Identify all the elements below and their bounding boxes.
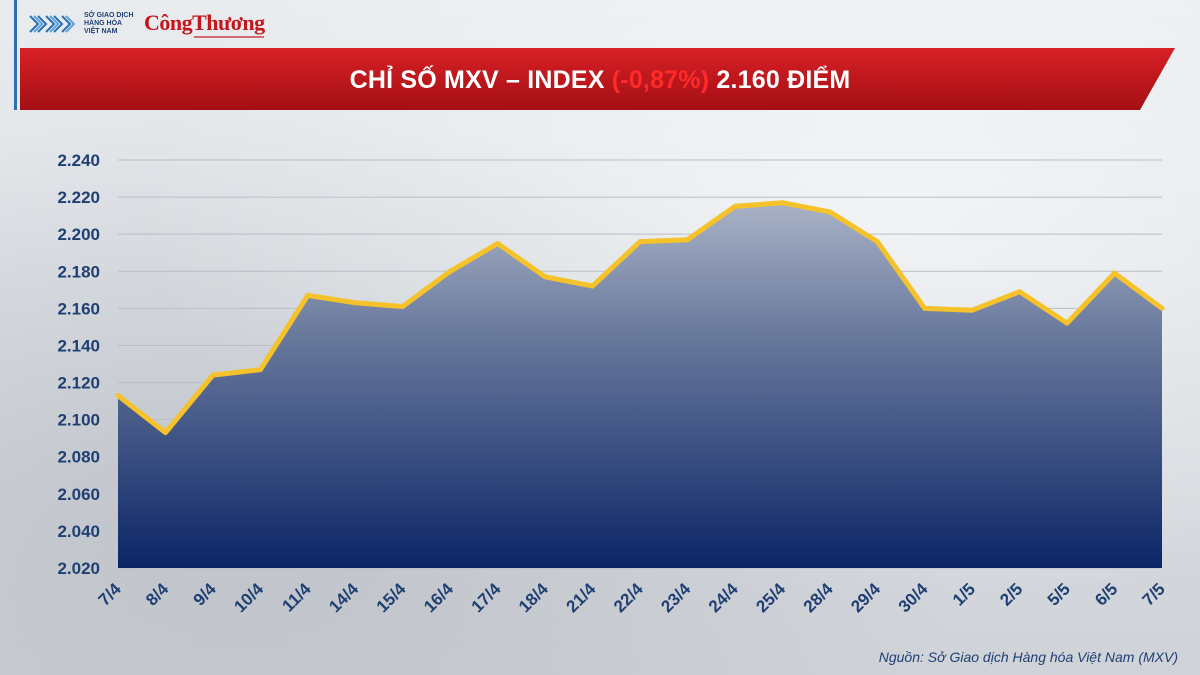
x-tick-label: 9/4 (190, 579, 221, 610)
x-tick-label: 21/4 (563, 579, 600, 616)
title-banner (20, 48, 1175, 110)
x-tick-label: 2/5 (996, 579, 1026, 609)
x-tick-label: 28/4 (800, 579, 837, 616)
x-tick-label: 5/5 (1044, 579, 1074, 609)
y-tick-label: 2.140 (57, 336, 100, 355)
title-suffix: 2.160 ĐIỂM (709, 66, 851, 94)
x-tick-label: 30/4 (895, 579, 932, 616)
y-tick-label: 2.200 (57, 225, 100, 244)
x-tick-label: 16/4 (420, 579, 457, 616)
x-tick-label: 25/4 (752, 579, 789, 616)
x-tick-label: 8/4 (142, 579, 173, 610)
y-axis-labels: 2.020 2.040 2.060 2.080 2.100 2.120 2.140 2.160… (57, 151, 100, 578)
x-tick-label: 10/4 (230, 579, 267, 616)
y-tick-label: 2.040 (57, 522, 100, 541)
y-tick-label: 2.240 (57, 151, 100, 170)
index-line (115, 200, 1165, 436)
x-tick-label: 6/5 (1091, 579, 1121, 609)
y-tick-label: 2.060 (57, 485, 100, 504)
y-tick-label: 2.160 (57, 299, 100, 318)
x-tick-label: 24/4 (705, 579, 742, 616)
x-tick-label: 17/4 (468, 579, 505, 616)
brand-logo-underline (194, 36, 264, 38)
x-tick-label: 1/5 (949, 579, 979, 609)
x-tick-label: 7/4 (95, 579, 126, 610)
x-tick-label: 15/4 (373, 579, 410, 616)
mxv-logo-icon (29, 15, 76, 33)
x-axis-labels: 7/4 8/4 9/4 10/4 11/4 14/4 15/4 16/4 17/4 18/4 21/… (95, 579, 1169, 616)
x-tick-label: 14/4 (325, 579, 362, 616)
title-prefix: CHỈ SỐ MXV – INDEX (349, 66, 612, 94)
source-note: Nguồn: Sở Giao dịch Hàng hóa Việt Nam (M… (878, 649, 1178, 665)
left-accent-bar (14, 0, 17, 110)
index-area (118, 202, 1162, 568)
x-tick-label: 29/4 (847, 579, 884, 616)
x-tick-label: 23/4 (657, 579, 694, 616)
y-tick-label: 2.220 (57, 188, 100, 207)
header-logos: SỞ GIAO DỊCH HÀNG HÓA VIỆT NAM CôngThươn… (26, 6, 266, 46)
mxv-logo-text: SỞ GIAO DỊCH HÀNG HÓA VIỆT NAM (84, 12, 134, 35)
x-tick-label: 22/4 (610, 579, 647, 616)
title-change: (-0,87%) (611, 66, 710, 94)
y-tick-label: 2.120 (57, 374, 100, 393)
y-tick-label: 2.020 (57, 559, 100, 578)
chart-title: CHỈ SỐ MXV – INDEX (-0,87%) 2.160 ĐIỂM (0, 48, 1200, 110)
x-tick-label: 7/5 (1139, 579, 1169, 609)
y-tick-label: 2.080 (57, 448, 100, 467)
y-tick-label: 2.100 (57, 411, 100, 430)
x-tick-label: 18/4 (515, 579, 552, 616)
brand-logo: CôngThương (144, 10, 265, 35)
x-tick-label: 11/4 (278, 579, 315, 616)
y-tick-label: 2.180 (57, 262, 100, 281)
